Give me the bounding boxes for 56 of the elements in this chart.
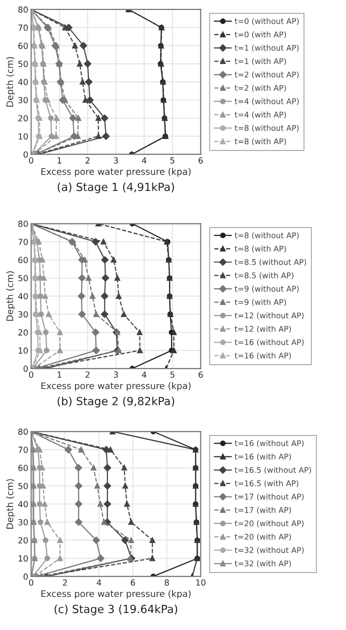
- x-tick-label: 1: [58, 372, 62, 378]
- y-axis-title: Depth (cm): [6, 57, 15, 107]
- y-tick-label: 80: [18, 6, 28, 13]
- x-tick-label: 4: [142, 157, 146, 164]
- text: (b) Stage 2 (9,82kPa): [58, 396, 174, 408]
- x-tick-label: 0: [29, 579, 34, 586]
- y-tick-label: 60: [18, 464, 28, 472]
- y-tick-label: 70: [18, 446, 28, 453]
- x-tick-label: 6: [198, 371, 203, 378]
- x-tick-label: 5: [170, 372, 174, 378]
- y-axis-title: Depth (cm): [6, 271, 15, 321]
- y-tick-label: 50: [18, 60, 28, 68]
- x-tick-label: 0: [29, 371, 34, 378]
- x-tick-label: 0: [29, 157, 34, 164]
- y-tick-label: 10: [18, 133, 28, 140]
- y-axis-title: Depth (cm): [6, 479, 15, 529]
- y-tick-label: 80: [18, 220, 28, 227]
- y-tick-label: 60: [18, 42, 28, 49]
- y-tick-label: 10: [18, 555, 28, 562]
- y-tick-label: 40: [18, 293, 28, 300]
- y-tick-label: 10: [18, 347, 28, 354]
- x-tick-label: 6: [130, 579, 135, 586]
- text: (a) Stage 1 (4,91kPa): [58, 182, 174, 194]
- y-tick-label: 50: [18, 482, 28, 490]
- x-tick-label: 8: [164, 579, 169, 586]
- x-tick-label: 4: [142, 372, 146, 378]
- x-axis-title: Excess pore water pressure (kpa): [41, 168, 191, 177]
- y-tick-label: 40: [18, 500, 28, 508]
- y-tick-label: 80: [18, 428, 28, 435]
- x-tick-label: 10: [196, 579, 206, 586]
- x-tick-label: 4: [96, 579, 102, 586]
- y-tick-label: 0: [24, 573, 28, 580]
- y-tick-label: 40: [18, 78, 28, 86]
- y-tick-label: 70: [18, 24, 28, 31]
- x-tick-label: 3: [114, 157, 118, 164]
- x-tick-label: 5: [170, 157, 174, 164]
- y-tick-label: 60: [18, 256, 28, 264]
- y-tick-label: 50: [18, 274, 28, 282]
- y-tick-label: 20: [18, 115, 28, 122]
- x-tick-label: 2: [86, 371, 90, 378]
- y-tick-label: 30: [18, 311, 28, 318]
- y-tick-label: 20: [18, 329, 28, 336]
- x-tick-label: 2: [86, 157, 90, 164]
- x-axis-title: Excess pore water pressure (kpa): [41, 382, 191, 391]
- x-axis-title: Excess pore water pressure (kpa): [41, 590, 191, 599]
- x-tick-label: 2: [63, 579, 67, 586]
- y-tick-label: 30: [18, 519, 28, 526]
- x-tick-label: 6: [198, 157, 203, 164]
- y-tick-label: 0: [24, 151, 28, 158]
- y-tick-label: 20: [18, 537, 28, 544]
- y-tick-label: 30: [18, 96, 28, 104]
- text: (c) Stage 3 (19.64kPa): [54, 604, 178, 616]
- x-tick-label: 3: [114, 371, 118, 378]
- y-tick-label: 70: [18, 238, 28, 246]
- x-tick-label: 1: [58, 157, 62, 164]
- y-tick-label: 0: [24, 366, 28, 372]
